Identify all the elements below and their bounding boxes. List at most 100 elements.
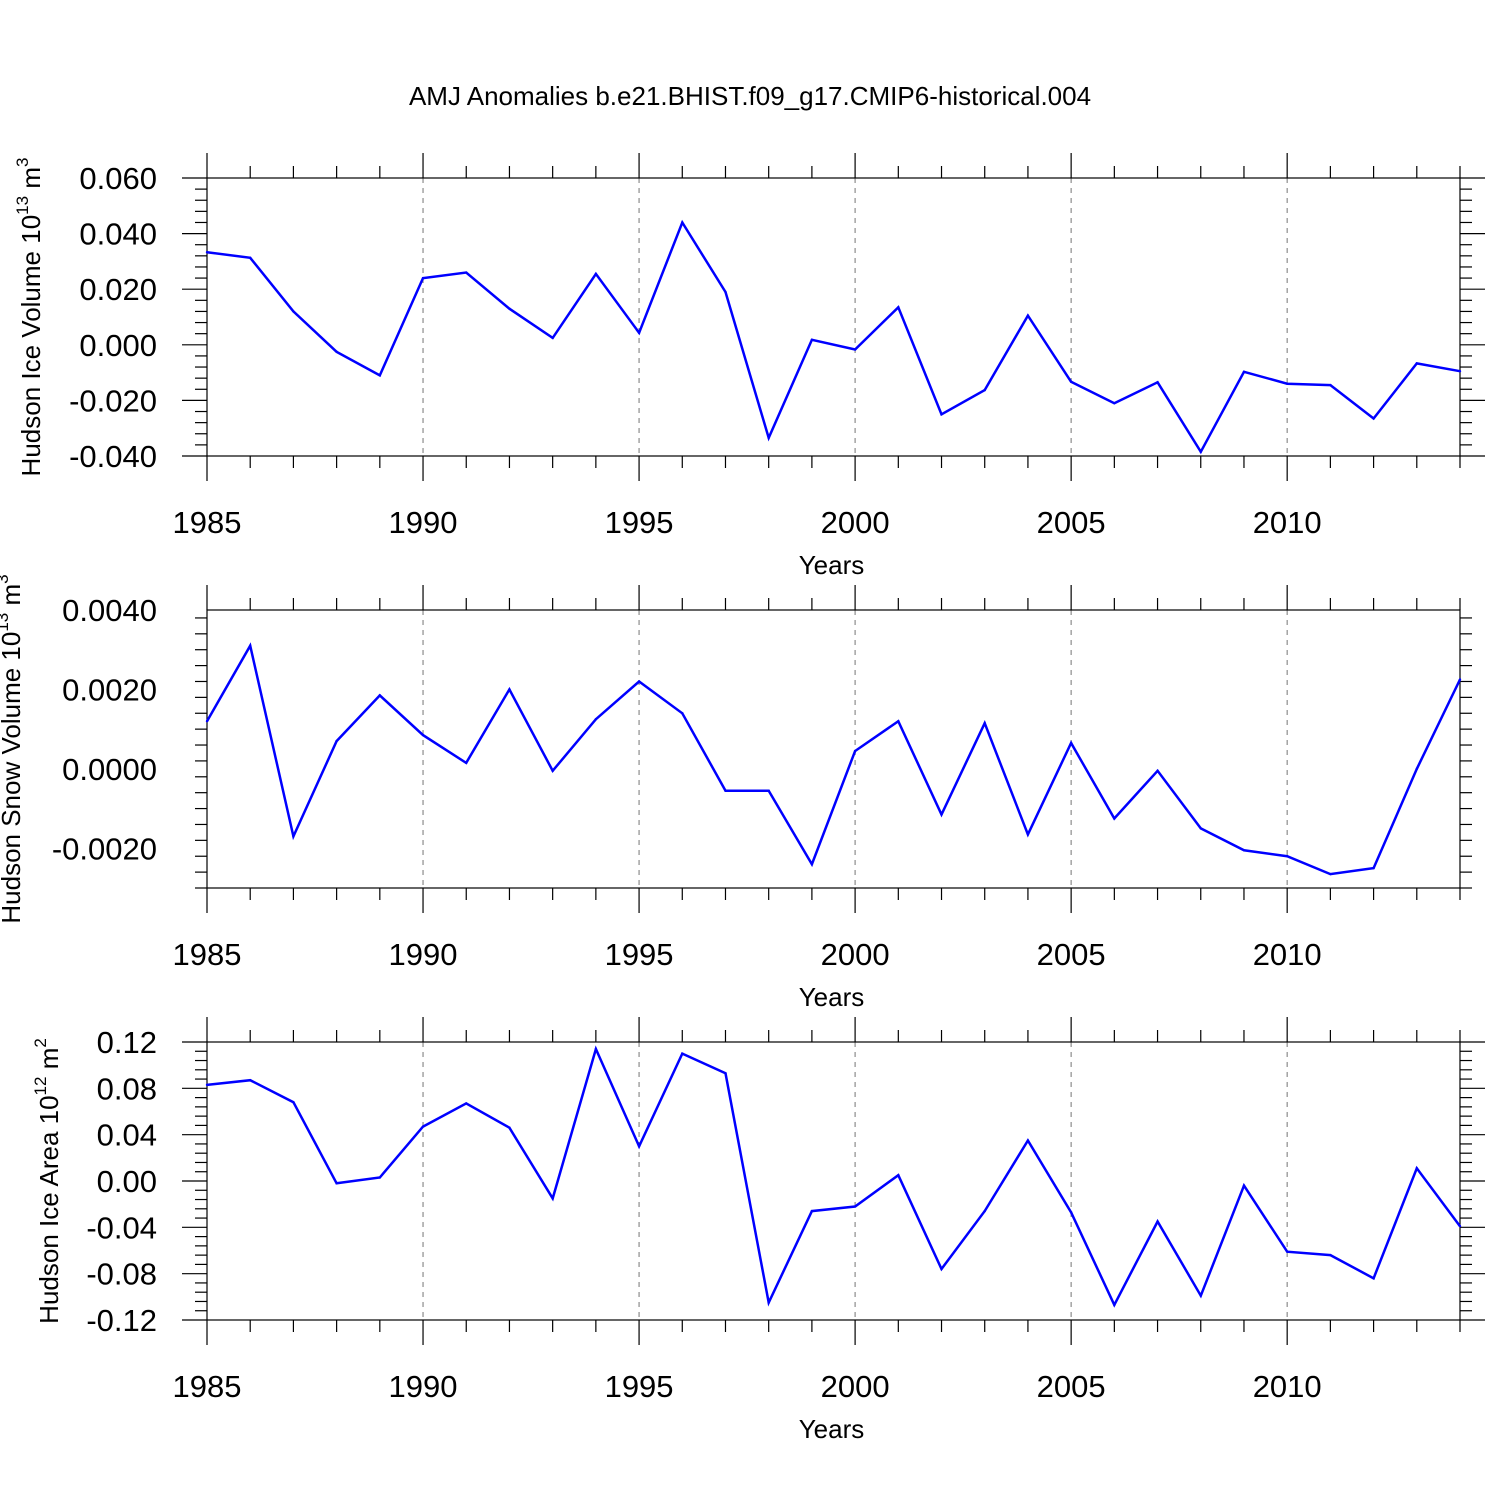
x-tick-label: 2010: [1253, 505, 1322, 540]
series-line: [206, 219, 1461, 455]
data-point: [292, 310, 295, 313]
data-point: [940, 813, 943, 816]
data-point: [767, 436, 770, 440]
x-tick-label: 2000: [821, 505, 890, 540]
data-point: [1113, 1303, 1116, 1307]
data-point: [1242, 370, 1246, 373]
panels-group: 1985 1990 1995 2000 2005 2010 -0.040 -0.020 0.00…: [0, 153, 1485, 1444]
data-point: [205, 720, 209, 723]
data-point: [421, 1125, 425, 1128]
data-point: [1156, 769, 1159, 773]
data-point: [1026, 833, 1030, 836]
x-tick-label: 1995: [605, 937, 674, 972]
data-point: [1113, 817, 1116, 820]
y-axis-label-superscript: 2: [31, 1038, 50, 1047]
y-tick-label: -0.12: [86, 1303, 157, 1338]
data-point: [465, 271, 468, 274]
y-tick-label: 0.04: [97, 1118, 157, 1153]
x-tick-label: 2005: [1037, 1369, 1106, 1404]
y-tick-label: 0.0040: [62, 593, 157, 628]
x-tick-label: 2010: [1253, 1369, 1322, 1404]
data-point: [767, 1301, 770, 1304]
y-tick-label: 0.060: [79, 161, 157, 196]
x-tick-label: 2000: [821, 1369, 890, 1404]
series-line: [205, 642, 1462, 876]
data-point: [249, 256, 252, 259]
x-tick-label: 1985: [173, 505, 242, 540]
y-tick-label: 0.040: [79, 217, 157, 252]
x-tick-label: 1985: [173, 1369, 242, 1404]
data-point: [292, 835, 295, 838]
y-tick-label: 0.00: [97, 1164, 157, 1199]
x-tick-label: 2005: [1037, 937, 1106, 972]
series-line: [206, 1045, 1462, 1308]
data-point: [853, 348, 857, 351]
y-axis-label: Hudson Snow Volume 1013 m3: [0, 574, 26, 923]
data-point: [551, 336, 554, 340]
data-point: [1069, 741, 1073, 745]
data-point: [508, 1126, 511, 1129]
data-point: [637, 680, 641, 683]
y-tick-label: 0.020: [79, 272, 157, 307]
data-point: [1285, 382, 1289, 385]
plot-frame: [206, 609, 1461, 889]
x-tick-label: 1985: [173, 937, 242, 972]
data-point: [940, 1267, 943, 1271]
x-tick-label: 2000: [821, 937, 890, 972]
data-point: [378, 374, 382, 377]
data-point: [897, 1174, 900, 1177]
data-point: [897, 720, 900, 723]
x-tick-label: 1995: [605, 505, 674, 540]
data-point: [1156, 1220, 1159, 1223]
chart-panel-2: 1985 1990 1995 2000 2005 2010 -0.0020 0.0000 0.0…: [0, 574, 1472, 1012]
y-axis-label-superscript: 13: [0, 613, 12, 632]
y-axis-label-superscript: 3: [0, 574, 12, 583]
data-point: [810, 338, 814, 341]
y-axis-label-part: m: [16, 167, 46, 196]
y-axis-label-superscript: 12: [31, 1077, 50, 1096]
data-point: [940, 413, 943, 416]
data-point: [1285, 855, 1289, 858]
data-point: [1458, 1224, 1462, 1228]
data-point: [983, 721, 986, 725]
data-point: [1199, 450, 1202, 454]
x-tick-label: 1990: [389, 937, 458, 972]
data-point: [205, 1083, 209, 1087]
plot-frame: [206, 177, 1461, 457]
data-point: [465, 1102, 468, 1105]
x-tick-label: 1990: [389, 1369, 458, 1404]
data-point: [378, 1176, 382, 1179]
data-point: [1458, 678, 1462, 681]
data-point: [1199, 1294, 1202, 1297]
y-tick-label: 0.000: [79, 328, 157, 363]
data-point: [1329, 383, 1332, 387]
y-axis-label: Hudson Ice Volume 1013 m3: [13, 158, 46, 477]
x-tick-label: 2010: [1253, 937, 1322, 972]
y-axis-label-part: Hudson Ice Volume 10: [16, 215, 46, 477]
data-point: [1415, 767, 1418, 771]
y-tick-label: -0.08: [86, 1257, 157, 1292]
data-point: [1242, 1184, 1246, 1187]
data-point: [1242, 849, 1246, 852]
y-tick-label: 0.12: [97, 1025, 157, 1060]
x-axis-label: Years: [799, 1414, 865, 1444]
data-point: [1285, 1250, 1289, 1253]
data-point: [810, 1209, 814, 1213]
data-point: [810, 862, 814, 866]
data-point: [1026, 1139, 1030, 1142]
data-point: [767, 789, 770, 792]
data-point: [724, 290, 727, 294]
data-point: [421, 276, 425, 280]
x-tick-label: 2005: [1037, 505, 1106, 540]
data-point: [249, 644, 252, 647]
chart-panel-3: 1985 1990 1995 2000 2005 2010 -0.12 -0.08 -0.04 0…: [31, 1017, 1485, 1444]
data-point: [508, 688, 511, 691]
data-point: [724, 1072, 727, 1075]
data-point: [421, 733, 425, 737]
data-point: [1372, 866, 1375, 870]
y-axis-label-part: Hudson Ice Area 10: [34, 1095, 64, 1323]
data-point: [637, 331, 641, 335]
x-tick-label: 1990: [389, 505, 458, 540]
data-point: [853, 1205, 857, 1208]
